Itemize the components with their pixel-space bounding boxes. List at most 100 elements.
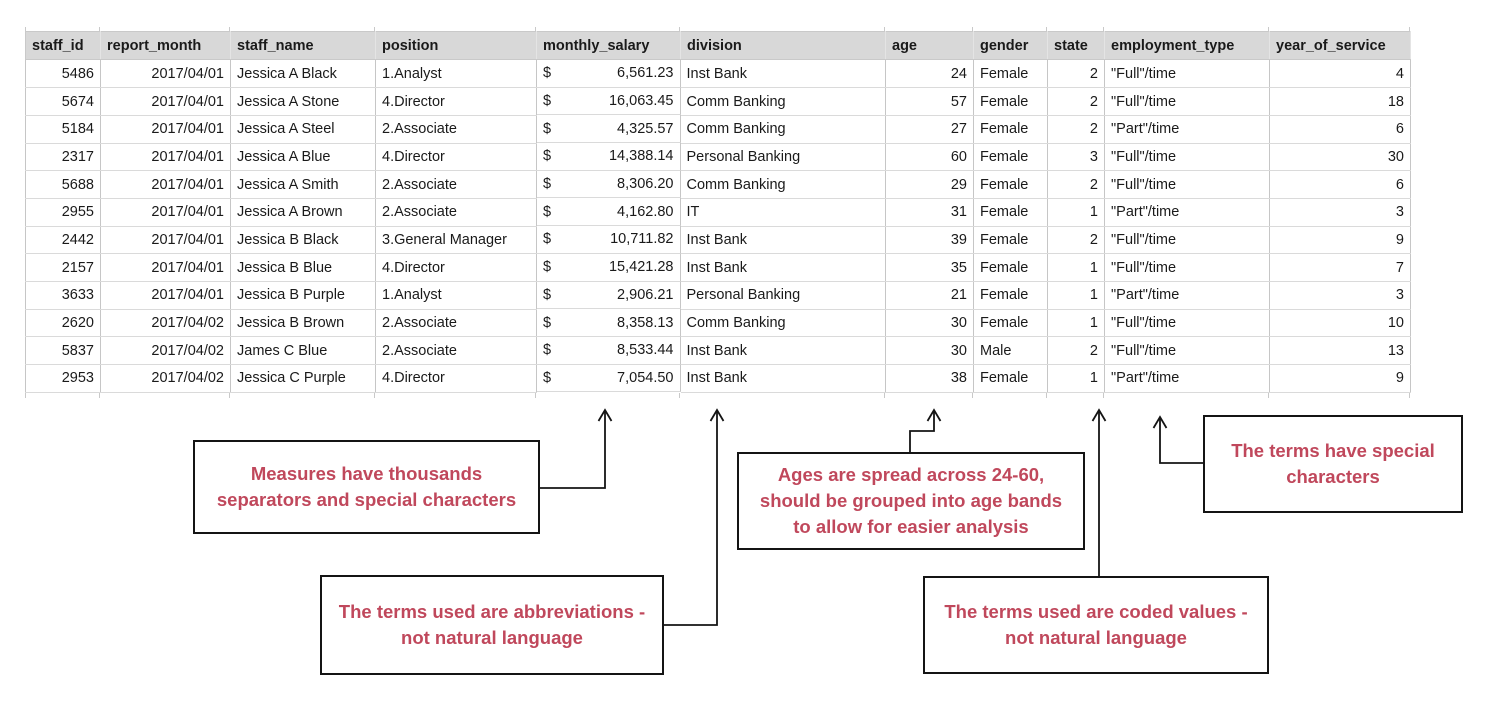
- cell-report_month[interactable]: 2017/04/01: [100, 281, 231, 310]
- cell-employment_type[interactable]: "Full"/time: [1104, 170, 1270, 199]
- cell-position[interactable]: 2.Associate: [375, 336, 537, 366]
- cell-staff_id[interactable]: 2955: [25, 198, 101, 227]
- cell-staff_id[interactable]: 5486: [25, 59, 101, 89]
- cell-state[interactable]: 2: [1047, 336, 1105, 366]
- cell-staff_name[interactable]: Jessica A Steel: [230, 115, 376, 144]
- cell-state[interactable]: 1: [1047, 364, 1105, 393]
- cell-staff_name[interactable]: Jessica C Purple: [230, 364, 376, 393]
- cell-year_of_service[interactable]: 3: [1269, 198, 1411, 227]
- cell-state[interactable]: 1: [1047, 281, 1105, 310]
- cell-position[interactable]: 2.Associate: [375, 170, 537, 199]
- column-header-monthly-salary[interactable]: monthly_salary: [536, 31, 681, 60]
- cell-monthly_salary[interactable]: $8,306.20: [537, 170, 681, 199]
- cell-age[interactable]: 60: [885, 143, 974, 172]
- cell-employment_type[interactable]: "Part"/time: [1104, 115, 1270, 144]
- cell-division[interactable]: Comm Banking: [680, 309, 886, 338]
- cell-staff_id[interactable]: 5184: [25, 115, 101, 144]
- cell-position[interactable]: 2.Associate: [375, 115, 537, 144]
- cell-staff_name[interactable]: Jessica B Brown: [230, 309, 376, 338]
- cell-staff_id[interactable]: 2620: [25, 309, 101, 338]
- cell-age[interactable]: 39: [885, 226, 974, 255]
- cell-employment_type[interactable]: "Full"/time: [1104, 143, 1270, 172]
- cell-employment_type[interactable]: "Full"/time: [1104, 59, 1270, 89]
- cell-state[interactable]: 2: [1047, 59, 1105, 89]
- cell-position[interactable]: 4.Director: [375, 253, 537, 282]
- cell-age[interactable]: 24: [885, 59, 974, 89]
- cell-year_of_service[interactable]: 30: [1269, 143, 1411, 172]
- cell-age[interactable]: 29: [885, 170, 974, 199]
- cell-report_month[interactable]: 2017/04/01: [100, 143, 231, 172]
- cell-monthly_salary[interactable]: $4,162.80: [537, 198, 681, 227]
- cell-year_of_service[interactable]: 4: [1269, 59, 1411, 89]
- column-header-staff-id[interactable]: staff_id: [25, 31, 101, 60]
- column-header-year-of-service[interactable]: year_of_service: [1269, 31, 1411, 60]
- cell-gender[interactable]: Female: [973, 198, 1048, 227]
- cell-division[interactable]: Inst Bank: [680, 336, 886, 366]
- cell-gender[interactable]: Female: [973, 281, 1048, 310]
- cell-gender[interactable]: Female: [973, 226, 1048, 255]
- cell-staff_name[interactable]: Jessica A Brown: [230, 198, 376, 227]
- cell-year_of_service[interactable]: 6: [1269, 170, 1411, 199]
- column-header-position[interactable]: position: [375, 31, 537, 60]
- cell-staff_name[interactable]: Jessica A Blue: [230, 143, 376, 172]
- cell-state[interactable]: 2: [1047, 170, 1105, 199]
- cell-report_month[interactable]: 2017/04/01: [100, 226, 231, 255]
- cell-report_month[interactable]: 2017/04/01: [100, 198, 231, 227]
- cell-age[interactable]: 30: [885, 309, 974, 338]
- cell-employment_type[interactable]: "Full"/time: [1104, 253, 1270, 282]
- cell-monthly_salary[interactable]: $6,561.23: [537, 60, 681, 88]
- cell-staff_name[interactable]: Jessica A Stone: [230, 87, 376, 116]
- cell-age[interactable]: 31: [885, 198, 974, 227]
- cell-gender[interactable]: Female: [973, 87, 1048, 116]
- cell-staff_name[interactable]: Jessica A Smith: [230, 170, 376, 199]
- cell-position[interactable]: 2.Associate: [375, 309, 537, 338]
- cell-employment_type[interactable]: "Full"/time: [1104, 87, 1270, 116]
- column-header-staff-name[interactable]: staff_name: [230, 31, 376, 60]
- cell-report_month[interactable]: 2017/04/02: [100, 336, 231, 366]
- cell-report_month[interactable]: 2017/04/01: [100, 87, 231, 116]
- column-header-employment-type[interactable]: employment_type: [1104, 31, 1270, 60]
- cell-age[interactable]: 57: [885, 87, 974, 116]
- cell-age[interactable]: 27: [885, 115, 974, 144]
- column-header-state[interactable]: state: [1047, 31, 1105, 60]
- cell-staff_id[interactable]: 5688: [25, 170, 101, 199]
- cell-state[interactable]: 1: [1047, 198, 1105, 227]
- cell-gender[interactable]: Female: [973, 115, 1048, 144]
- cell-gender[interactable]: Female: [973, 59, 1048, 89]
- cell-division[interactable]: Comm Banking: [680, 115, 886, 144]
- cell-age[interactable]: 35: [885, 253, 974, 282]
- cell-monthly_salary[interactable]: $8,533.44: [537, 336, 681, 365]
- cell-report_month[interactable]: 2017/04/01: [100, 59, 231, 89]
- cell-year_of_service[interactable]: 10: [1269, 309, 1411, 338]
- cell-division[interactable]: Comm Banking: [680, 87, 886, 116]
- cell-staff_id[interactable]: 3633: [25, 281, 101, 310]
- cell-division[interactable]: Inst Bank: [680, 253, 886, 282]
- cell-year_of_service[interactable]: 13: [1269, 336, 1411, 366]
- cell-year_of_service[interactable]: 18: [1269, 87, 1411, 116]
- column-header-report-month[interactable]: report_month: [100, 31, 231, 60]
- cell-staff_id[interactable]: 2317: [25, 143, 101, 172]
- cell-gender[interactable]: Female: [973, 364, 1048, 393]
- cell-state[interactable]: 2: [1047, 226, 1105, 255]
- cell-state[interactable]: 2: [1047, 87, 1105, 116]
- cell-year_of_service[interactable]: 9: [1269, 364, 1411, 393]
- cell-division[interactable]: Personal Banking: [680, 281, 886, 310]
- column-header-age[interactable]: age: [885, 31, 974, 60]
- cell-report_month[interactable]: 2017/04/02: [100, 309, 231, 338]
- cell-year_of_service[interactable]: 7: [1269, 253, 1411, 282]
- cell-gender[interactable]: Female: [973, 170, 1048, 199]
- cell-report_month[interactable]: 2017/04/02: [100, 364, 231, 393]
- cell-monthly_salary[interactable]: $8,358.13: [537, 309, 681, 337]
- cell-staff_id[interactable]: 2442: [25, 226, 101, 255]
- cell-monthly_salary[interactable]: $15,421.28: [537, 253, 681, 282]
- cell-division[interactable]: Personal Banking: [680, 143, 886, 172]
- cell-report_month[interactable]: 2017/04/01: [100, 115, 231, 144]
- cell-employment_type[interactable]: "Full"/time: [1104, 336, 1270, 366]
- cell-age[interactable]: 38: [885, 364, 974, 393]
- cell-position[interactable]: 4.Director: [375, 364, 537, 393]
- cell-division[interactable]: Inst Bank: [680, 59, 886, 89]
- cell-division[interactable]: Inst Bank: [680, 226, 886, 255]
- cell-monthly_salary[interactable]: $10,711.82: [537, 226, 681, 254]
- cell-staff_name[interactable]: Jessica B Blue: [230, 253, 376, 282]
- cell-year_of_service[interactable]: 9: [1269, 226, 1411, 255]
